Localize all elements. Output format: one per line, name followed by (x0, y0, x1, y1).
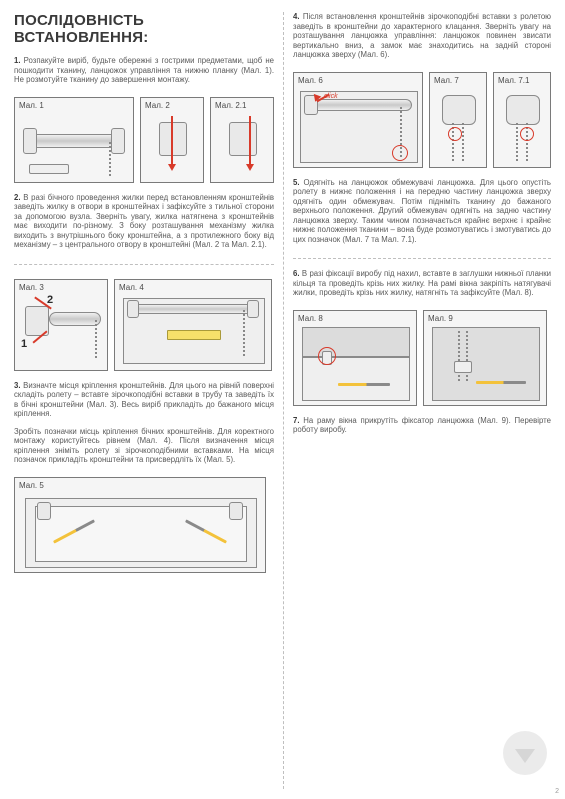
fig71-label: Мал. 7.1 (498, 76, 529, 85)
divider-right (293, 258, 551, 259)
fig-6: Мал. 6 click (293, 72, 423, 168)
fig5-label: Мал. 5 (19, 481, 44, 490)
p3a-text: Визначте місця кріплення кронштейнів. Дл… (14, 381, 274, 419)
fig-1: Мал. 1 (14, 97, 134, 183)
p7-text: На раму вікна прикрутіть фіксатор ланцюж… (293, 416, 551, 435)
badge-1: 1 (21, 338, 27, 350)
fig-2-1: Мал. 2.1 (210, 97, 274, 183)
p4-num: 4. (293, 12, 300, 21)
fig8-label: Мал. 8 (298, 314, 323, 323)
fig3-label: Мал. 3 (19, 283, 44, 292)
para-4: 4. Після встановлення кронштейнів зірочк… (293, 12, 551, 60)
p3b-text: Зробіть позначки місць кріплення бічних … (14, 427, 274, 465)
fig7-label: Мал. 7 (434, 76, 459, 85)
fig-7: Мал. 7 (429, 72, 487, 168)
para-5: 5. Одягніть на ланцюжок обмежувачі ланцю… (293, 178, 551, 245)
fig-4: Мал. 4 (114, 279, 272, 371)
fig-8: Мал. 8 (293, 310, 417, 406)
fig-row-3: Мал. 5 (14, 477, 274, 573)
fig-7-1: Мал. 7.1 (493, 72, 551, 168)
fig-2: Мал. 2 (140, 97, 204, 183)
fig-row-5: Мал. 8 Мал. 9 (293, 310, 551, 406)
divider-left (14, 264, 274, 265)
p4-text: Після встановлення кронштейнів зірочкопо… (293, 12, 551, 59)
badge-2: 2 (47, 294, 53, 306)
fig2-label: Мал. 2 (145, 101, 170, 110)
p2-text: В разі бічного проведення жилки перед вс… (14, 193, 274, 250)
fig-3: Мал. 3 1 2 (14, 279, 108, 371)
fig9-label: Мал. 9 (428, 314, 453, 323)
fig-9: Мал. 9 (423, 310, 547, 406)
fig1-label: Мал. 1 (19, 101, 44, 110)
fig21-label: Мал. 2.1 (215, 101, 246, 110)
p1-num: 1. (14, 56, 21, 65)
watermark-icon (503, 731, 547, 775)
para-3a: 3. Визначте місця кріплення кронштейнів.… (14, 381, 274, 419)
p7-num: 7. (293, 416, 300, 425)
para-7: 7. На раму вікна прикрутіть фіксатор лан… (293, 416, 551, 435)
right-column: 4. Після встановлення кронштейнів зірочк… (284, 12, 551, 789)
page-title: ПОСЛІДОВНІСТЬ ВСТАНОВЛЕННЯ: (14, 12, 274, 46)
fig-row-2: Мал. 3 1 2 Мал. 4 (14, 279, 274, 371)
para-2: 2. В разі бічного проведення жилки перед… (14, 193, 274, 250)
p6-num: 6. (293, 269, 300, 278)
p2-num: 2. (14, 193, 21, 202)
page: ПОСЛІДОВНІСТЬ ВСТАНОВЛЕННЯ: 1. Розпакуйт… (0, 0, 565, 799)
fig4-label: Мал. 4 (119, 283, 144, 292)
fig-row-1: Мал. 1 Мал. 2 Мал. 2.1 (14, 97, 274, 183)
p5-num: 5. (293, 178, 300, 187)
fig-row-4: Мал. 6 click Мал. 7 Мал. 7.1 (293, 72, 551, 168)
para-3b: Зробіть позначки місць кріплення бічних … (14, 427, 274, 465)
p1-text: Розпакуйте виріб, будьте обережні з гост… (14, 56, 274, 84)
p3-num: 3. (14, 381, 21, 390)
p6-text: В разі фіксації виробу під нахил, вставт… (293, 269, 551, 297)
fig-5: Мал. 5 (14, 477, 266, 573)
para-1: 1. Розпакуйте виріб, будьте обережні з г… (14, 56, 274, 85)
fig6-label: Мал. 6 (298, 76, 323, 85)
para-6: 6. В разі фіксації виробу під нахил, вст… (293, 269, 551, 298)
left-column: ПОСЛІДОВНІСТЬ ВСТАНОВЛЕННЯ: 1. Розпакуйт… (14, 12, 284, 789)
p5-text: Одягніть на ланцюжок обмежувачі ланцюжка… (293, 178, 551, 244)
page-number: 2 (555, 788, 559, 795)
